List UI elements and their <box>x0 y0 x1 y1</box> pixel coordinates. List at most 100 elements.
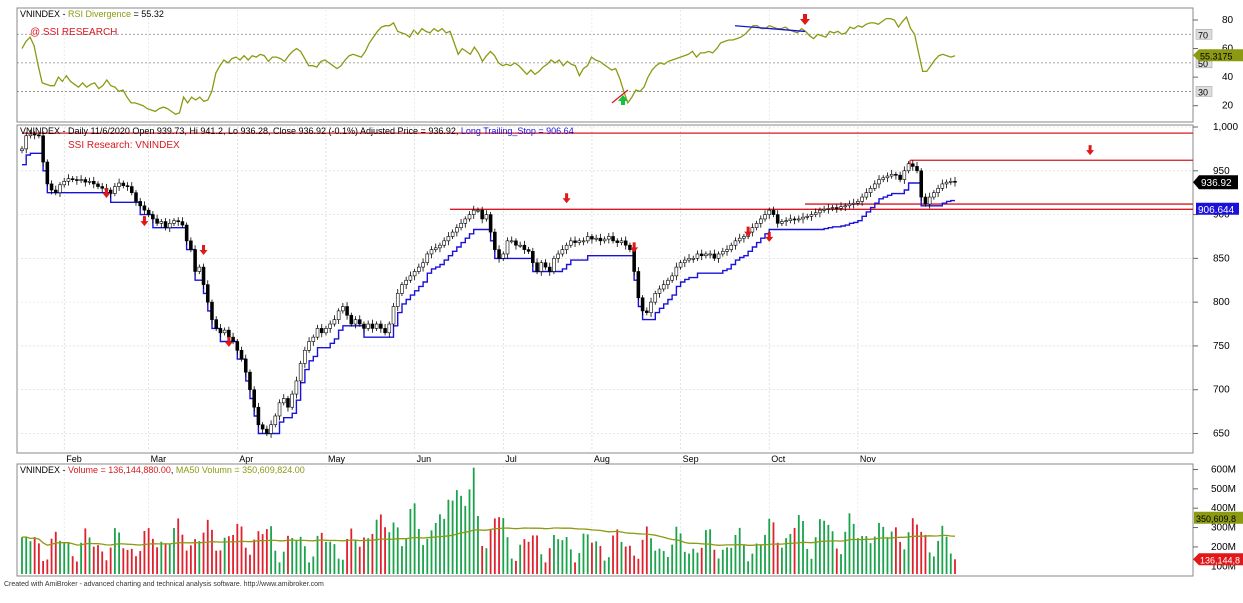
volume-bar <box>916 524 918 574</box>
volume-bar <box>392 522 395 574</box>
candle <box>290 393 294 408</box>
candle <box>640 297 645 312</box>
candle <box>480 209 484 220</box>
volume-bar <box>282 551 285 574</box>
volume-bar <box>882 526 885 574</box>
volume-bar <box>797 515 800 574</box>
candle <box>564 244 569 250</box>
volume-bar <box>667 556 669 574</box>
volume-bar <box>857 538 859 574</box>
candle <box>421 262 425 268</box>
trailing-stop-label: 906.644 <box>1198 205 1235 216</box>
rsi-buy-arrow-icon <box>618 95 628 105</box>
rsi-level-label: 50 <box>1198 59 1208 69</box>
candle <box>809 214 814 217</box>
volume-bar <box>861 536 864 574</box>
candle <box>404 279 408 285</box>
volume-bar <box>367 538 370 574</box>
sell-arrow-icon <box>224 336 233 347</box>
candle <box>345 306 349 316</box>
candle <box>488 214 493 233</box>
volume-bar <box>903 549 906 574</box>
volume-bar <box>717 558 720 574</box>
candle <box>670 275 674 281</box>
x-tick-label: Sep <box>683 454 699 464</box>
volume-bar <box>257 531 260 574</box>
candle <box>20 148 24 151</box>
volume-bar <box>949 553 952 574</box>
volume-bar <box>261 534 264 574</box>
volume-bar <box>738 527 741 574</box>
candle <box>163 221 168 229</box>
candle <box>125 185 130 187</box>
candle <box>269 424 273 434</box>
rsi-tick-label: 40 <box>1222 72 1234 83</box>
volume-bar <box>341 559 344 574</box>
volume-bar <box>806 548 809 574</box>
volume-bar <box>869 543 872 574</box>
candle <box>222 329 227 334</box>
candle <box>822 209 826 211</box>
volume-bar <box>135 556 137 574</box>
candle <box>205 284 210 303</box>
volume-bar <box>743 545 745 574</box>
volume-bar <box>506 537 509 574</box>
volume-bar <box>848 513 851 574</box>
x-tick-label: Oct <box>771 454 786 464</box>
candle <box>843 205 848 208</box>
candle <box>873 183 877 189</box>
volume-bar <box>510 558 513 574</box>
volume-bar <box>270 526 272 574</box>
volume-bar <box>772 522 775 574</box>
candle <box>210 301 214 320</box>
x-tick-label: Feb <box>66 454 82 464</box>
candle <box>767 209 772 215</box>
candle <box>256 406 261 426</box>
rsi-title-value: = 55.32 <box>131 9 164 19</box>
volume-bar <box>776 542 779 574</box>
volume-bar <box>308 562 310 574</box>
candle <box>754 223 759 229</box>
volume-bar <box>700 547 703 574</box>
candle <box>881 177 886 180</box>
volume-bar <box>924 534 927 574</box>
volume-bar <box>151 538 154 574</box>
candle <box>678 262 683 268</box>
sell-arrow-icon <box>140 216 149 227</box>
candle <box>826 208 831 210</box>
volume-bar <box>443 518 446 574</box>
candle <box>607 236 611 240</box>
candle <box>214 319 218 329</box>
candle <box>927 196 932 205</box>
candle <box>830 207 835 209</box>
volume-value-label: 136,144,8 <box>1200 555 1240 565</box>
candle <box>944 181 949 185</box>
volume-bar <box>219 550 222 574</box>
candle <box>45 161 50 185</box>
rsi-tick-label: 20 <box>1222 101 1234 112</box>
candle <box>813 212 818 215</box>
volume-bar <box>88 537 91 574</box>
volume-bar <box>181 534 184 574</box>
candle <box>362 323 366 329</box>
volume-bar <box>645 526 648 574</box>
rsi-tick-label: 80 <box>1222 15 1234 26</box>
volume-bar <box>189 545 192 574</box>
volume-bar <box>485 548 488 574</box>
price-tick-label: 800 <box>1213 297 1230 308</box>
volume-bar <box>105 560 108 574</box>
candle <box>349 314 354 325</box>
volume-bar <box>899 541 902 574</box>
candle <box>146 209 151 215</box>
candle <box>24 135 28 150</box>
candle <box>577 240 582 243</box>
sell-arrow-icon <box>199 244 208 255</box>
candle <box>265 428 269 434</box>
volume-bar <box>156 547 158 574</box>
volume-bar <box>426 538 429 574</box>
sell-arrow-icon <box>102 188 111 199</box>
candle <box>750 227 755 233</box>
volume-bar <box>316 535 319 574</box>
volume-bar <box>447 499 450 574</box>
